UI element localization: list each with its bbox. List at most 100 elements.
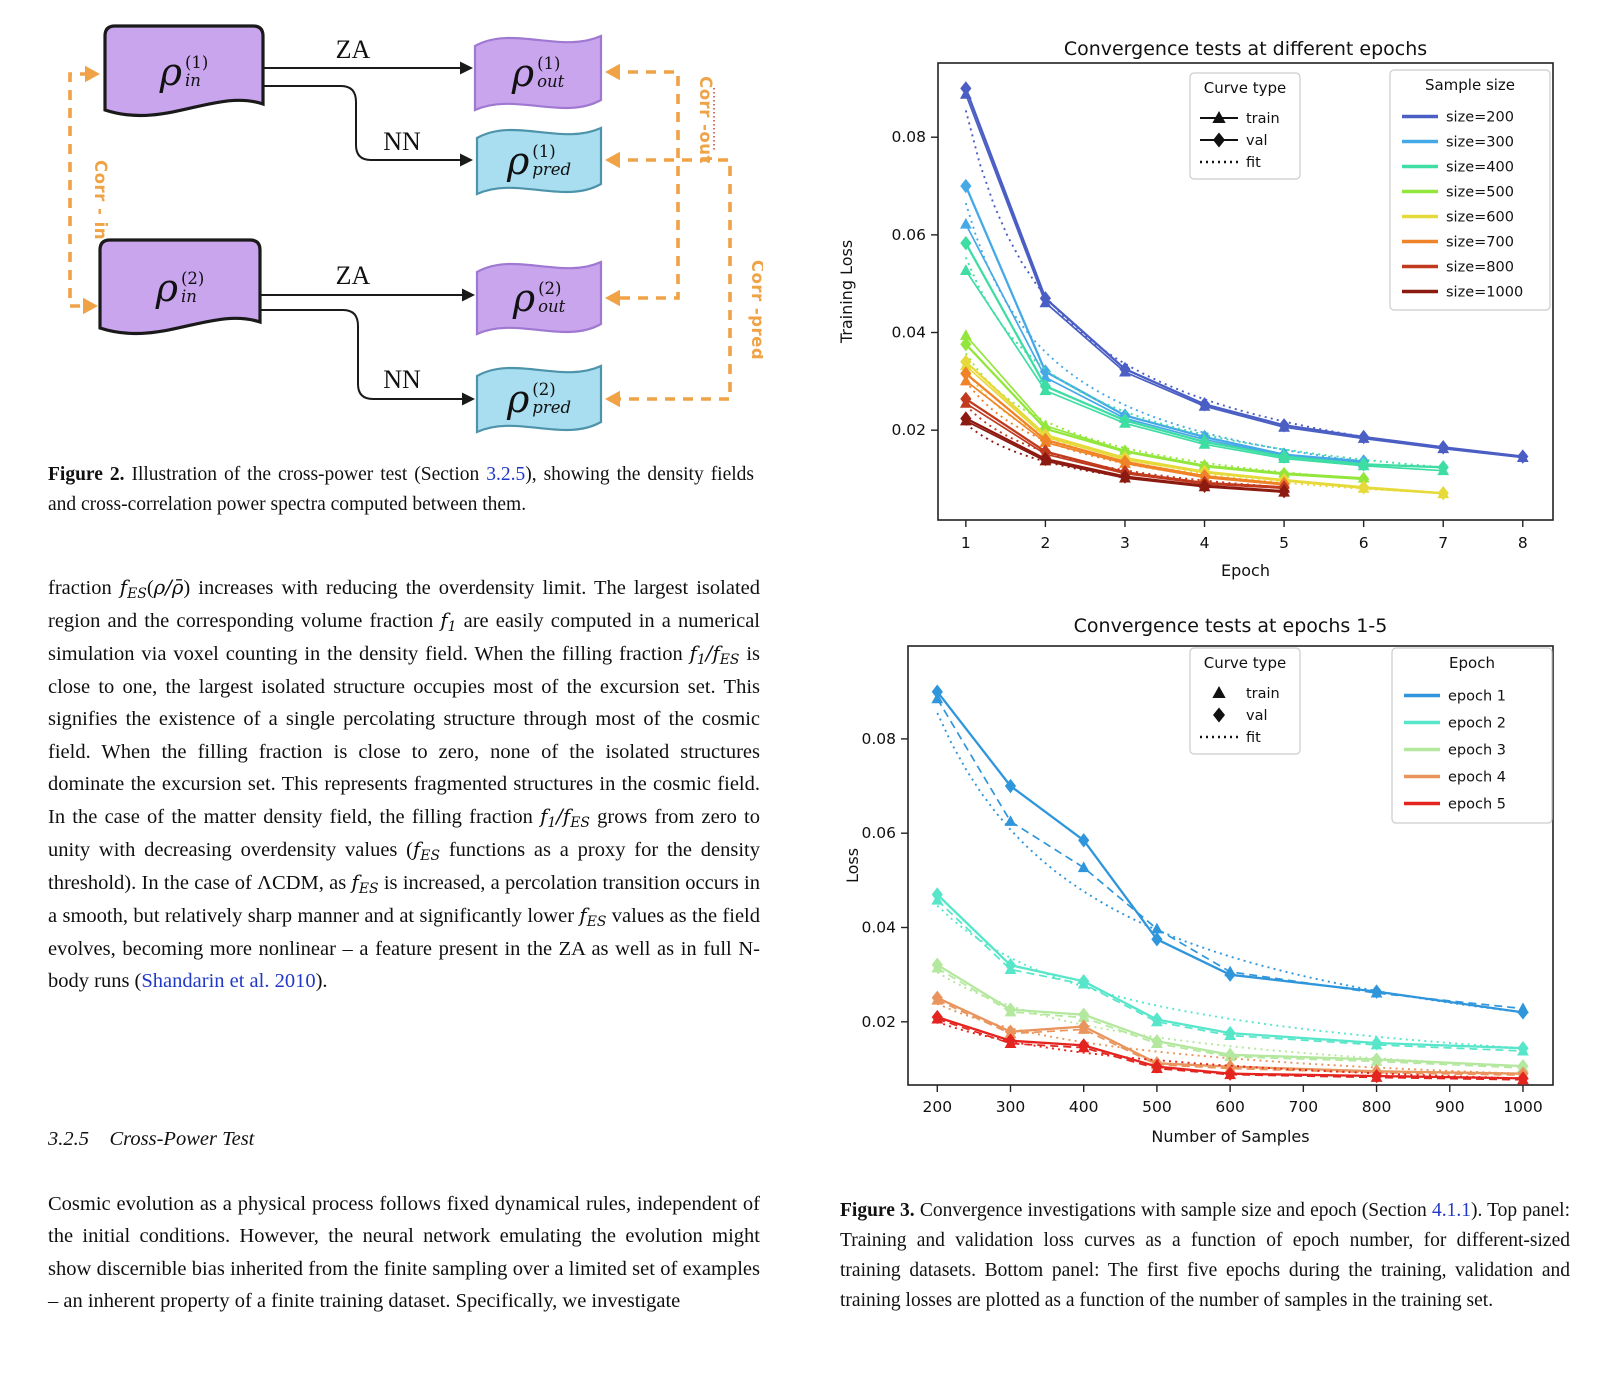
val-marker-diamond xyxy=(1119,454,1131,470)
legend-item-label: epoch 2 xyxy=(1448,716,1506,732)
train-marker-triangle xyxy=(1004,815,1017,826)
x-axis-label: Number of Samples xyxy=(1151,1127,1309,1146)
text-run: ), showing the density fields and cross-… xyxy=(48,464,755,516)
val-marker-diamond xyxy=(1224,1025,1236,1041)
text-run: 1 xyxy=(547,814,557,831)
arrowhead-icon xyxy=(462,288,475,302)
x-tick-label: 3 xyxy=(1120,534,1130,552)
val-marker-diamond xyxy=(1437,460,1449,475)
text-run: are easily computed in a numerical simul… xyxy=(48,609,760,665)
y-tick-label: 0.08 xyxy=(861,730,896,748)
y-tick-label: 0.08 xyxy=(891,128,926,146)
val-marker-diamond xyxy=(1358,429,1370,445)
corr-dashed-line xyxy=(68,72,90,308)
train-marker-triangle xyxy=(1151,922,1163,934)
text-run: Figure 3. xyxy=(840,1200,915,1221)
text-run: ρ/ρ̄ xyxy=(153,576,184,599)
x-tick-label: 8 xyxy=(1518,534,1528,552)
arrowhead-icon xyxy=(462,392,475,406)
chart-title: Convergence tests at epochs 1-5 xyxy=(1074,615,1388,637)
text-run: f xyxy=(562,804,571,828)
val-marker-diamond xyxy=(1517,1071,1529,1086)
val-marker-diamond xyxy=(1151,1033,1163,1049)
val-marker-diamond xyxy=(960,366,972,381)
val-marker-diamond xyxy=(960,235,972,251)
series-epoch 1 xyxy=(931,684,1529,1020)
citation-link[interactable]: 3.2.5 xyxy=(486,464,526,485)
arrowhead-icon xyxy=(605,289,620,307)
text-run: ES xyxy=(127,585,147,602)
val-marker-diamond xyxy=(1517,1041,1529,1056)
text-run: is close to one, the largest isolated st… xyxy=(48,642,760,828)
val-marker-diamond xyxy=(1213,132,1225,148)
legend-item-label: size=700 xyxy=(1446,235,1514,251)
chart-convergence-samples: 200 300 400 500 600 700 800 900 1000 0.02 0.04 0.06… xyxy=(843,615,1554,1146)
density-field-shape-pred2 xyxy=(475,364,603,434)
figure3-caption: Figure 3. Convergence investigations wit… xyxy=(840,1196,1570,1316)
val-marker-diamond xyxy=(1039,379,1052,394)
x-tick-label: 4 xyxy=(1200,534,1210,552)
text-run: grows from zero to unity with decreasing… xyxy=(48,805,760,861)
legend-item-label: size=400 xyxy=(1446,160,1514,176)
flow-arrow xyxy=(263,85,469,161)
val-curve xyxy=(964,87,1523,458)
val-marker-diamond xyxy=(1004,958,1017,973)
legend: Sample size size=200 size=300 size=400 size=… xyxy=(1389,69,1551,311)
legend: Curve type train val fit xyxy=(1189,647,1301,755)
text-run: / xyxy=(705,641,713,665)
series-size=300 xyxy=(959,178,1370,469)
train-marker-triangle xyxy=(959,217,972,229)
val-marker-diamond xyxy=(1370,1052,1383,1067)
text-run: Figure 2. xyxy=(48,464,125,485)
text-run: is increased, a percolation transition o… xyxy=(48,871,760,927)
val-marker-diamond xyxy=(1437,485,1449,501)
cross-power-diagram: ZA NN ZA NN Corr - in Corr -out Corr -pred xyxy=(68,24,763,434)
x-tick-label: 300 xyxy=(996,1098,1026,1116)
citation-link[interactable]: Shandarin et al. 2010 xyxy=(141,970,316,993)
val-marker-diamond xyxy=(1517,1058,1529,1074)
val-marker-diamond xyxy=(1224,967,1236,982)
val-marker-diamond xyxy=(1039,444,1052,459)
x-tick-label: 400 xyxy=(1069,1098,1099,1116)
val-marker-diamond xyxy=(1039,291,1052,306)
text-run: f xyxy=(351,870,359,894)
text-run: f xyxy=(119,576,128,599)
legend-item-label: size=200 xyxy=(1446,110,1514,126)
legend-item-label: epoch 5 xyxy=(1448,797,1506,813)
arrowhead-icon xyxy=(460,61,473,75)
corr-dashed-line xyxy=(610,158,732,401)
text-run: f xyxy=(540,804,548,828)
text-run: ) increases with reducing the overdensit… xyxy=(48,577,760,632)
legend-item-label: epoch 1 xyxy=(1448,689,1506,705)
density-field-label-pred1: ρ (1) pred xyxy=(506,139,572,183)
corr-dashed-line xyxy=(610,70,680,300)
y-tick-label: 0.06 xyxy=(891,226,926,244)
text-run: Illustration of the cross-power test (Se… xyxy=(124,464,487,485)
x-tick-label: 900 xyxy=(1435,1098,1465,1116)
legend: Epoch epoch 1 epoch 2 epoch 3 epoch 4 epoch 5 xyxy=(1391,647,1553,824)
text-run: f xyxy=(440,608,448,632)
series-size=400 xyxy=(959,235,1450,476)
corr-out-label: Corr -out xyxy=(696,76,715,164)
citation-link[interactable]: 4.1.1 xyxy=(1431,1200,1471,1221)
val-marker-diamond xyxy=(960,337,972,352)
val-marker-diamond xyxy=(1437,440,1449,455)
val-marker-diamond xyxy=(1517,449,1529,464)
legend-item-label: train xyxy=(1246,686,1280,702)
y-tick-label: 0.02 xyxy=(861,1013,896,1031)
text-run: f xyxy=(413,837,421,861)
arrowhead-icon xyxy=(605,390,620,408)
density-field-shape-out2 xyxy=(475,260,603,336)
x-tick-label: 1000 xyxy=(1503,1098,1542,1116)
legend: Curve type train val fit xyxy=(1189,72,1301,180)
fit-curve xyxy=(936,904,1524,1050)
legend-item-label: size=300 xyxy=(1446,135,1514,151)
plot-frame xyxy=(937,62,1554,521)
density-field-shape-pred1 xyxy=(475,126,603,196)
series-size=500 xyxy=(959,329,1370,487)
legend-title: Epoch xyxy=(1449,654,1495,672)
val-marker-diamond xyxy=(1119,413,1131,428)
chart-convergence-epochs: 1 2 3 4 5 6 7 8 0.02 0.04 0.06 0.08 Convergence test… xyxy=(837,38,1554,580)
density-field-label-out2: ρ (2) out xyxy=(512,276,566,320)
val-marker-diamond xyxy=(960,81,972,96)
